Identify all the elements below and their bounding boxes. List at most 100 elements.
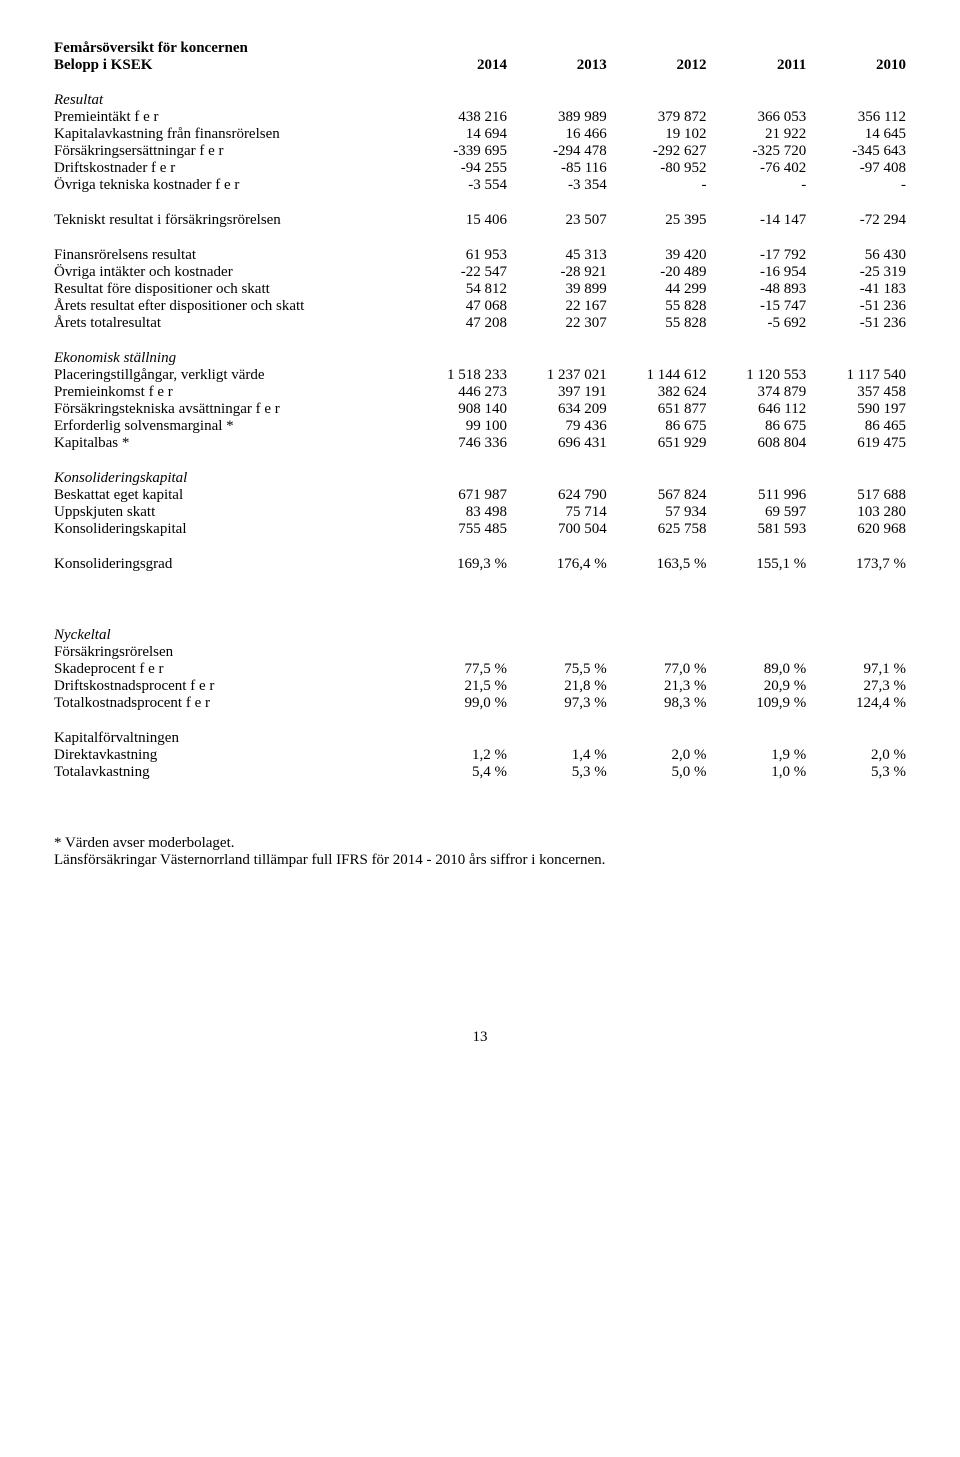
- row-label: Direktavkastning: [50, 747, 411, 764]
- row-label: Övriga tekniska kostnader f e r: [50, 177, 411, 194]
- row-value: 634 209: [511, 401, 611, 418]
- year-header-3: 2011: [710, 57, 810, 74]
- row-value: 54 812: [411, 281, 511, 298]
- row-value: 389 989: [511, 109, 611, 126]
- year-header-0: 2014: [411, 57, 511, 74]
- row-value: 75,5 %: [511, 661, 611, 678]
- row-value: 86 465: [810, 418, 910, 435]
- section-subtitle: Försäkringsrörelsen: [50, 644, 910, 661]
- row-value: -292 627: [611, 143, 711, 160]
- row-label: Konsolideringsgrad: [50, 556, 411, 573]
- row-value: 446 273: [411, 384, 511, 401]
- row-value: 590 197: [810, 401, 910, 418]
- row-value: 39 899: [511, 281, 611, 298]
- row-label: Skadeprocent f e r: [50, 661, 411, 678]
- row-value: 19 102: [611, 126, 711, 143]
- row-value: 397 191: [511, 384, 611, 401]
- row-value: 22 167: [511, 298, 611, 315]
- row-value: 1 120 553: [710, 367, 810, 384]
- row-value: -85 116: [511, 160, 611, 177]
- row-value: 21 922: [710, 126, 810, 143]
- row-value: 5,0 %: [611, 764, 711, 781]
- row-value: 55 828: [611, 298, 711, 315]
- row-value: 619 475: [810, 435, 910, 452]
- row-value: 47 208: [411, 315, 511, 332]
- row-value: 83 498: [411, 504, 511, 521]
- row-label: Försäkringsersättningar f e r: [50, 143, 411, 160]
- footnote: Länsförsäkringar Västernorrland tillämpa…: [50, 852, 910, 869]
- financial-table: Femårsöversikt för koncernenBelopp i KSE…: [50, 40, 910, 869]
- row-value: -76 402: [710, 160, 810, 177]
- row-value: 89,0 %: [710, 661, 810, 678]
- row-value: 176,4 %: [511, 556, 611, 573]
- row-value: 357 458: [810, 384, 910, 401]
- row-value: 16 466: [511, 126, 611, 143]
- row-value: 27,3 %: [810, 678, 910, 695]
- row-value: 155,1 %: [710, 556, 810, 573]
- row-value: 103 280: [810, 504, 910, 521]
- row-value: -: [611, 177, 711, 194]
- row-value: 55 828: [611, 315, 711, 332]
- row-value: 5,3 %: [511, 764, 611, 781]
- row-value: 438 216: [411, 109, 511, 126]
- row-value: 86 675: [710, 418, 810, 435]
- row-value: 23 507: [511, 212, 611, 229]
- row-label: Premieintäkt f e r: [50, 109, 411, 126]
- row-label: Beskattat eget kapital: [50, 487, 411, 504]
- row-label: Finansrörelsens resultat: [50, 247, 411, 264]
- section-title: Konsolideringskapital: [50, 470, 910, 487]
- row-value: 1,2 %: [411, 747, 511, 764]
- row-value: -72 294: [810, 212, 910, 229]
- row-value: 15 406: [411, 212, 511, 229]
- row-value: 124,4 %: [810, 695, 910, 712]
- row-value: 646 112: [710, 401, 810, 418]
- row-value: -339 695: [411, 143, 511, 160]
- row-value: -14 147: [710, 212, 810, 229]
- row-value: 382 624: [611, 384, 711, 401]
- row-value: 5,3 %: [810, 764, 910, 781]
- row-value: 1 144 612: [611, 367, 711, 384]
- row-value: 671 987: [411, 487, 511, 504]
- row-value: 1 237 021: [511, 367, 611, 384]
- row-value: -16 954: [710, 264, 810, 281]
- row-value: 21,5 %: [411, 678, 511, 695]
- row-value: 14 694: [411, 126, 511, 143]
- row-label: Övriga intäkter och kostnader: [50, 264, 411, 281]
- row-value: 22 307: [511, 315, 611, 332]
- row-label: Resultat före dispositioner och skatt: [50, 281, 411, 298]
- row-value: -51 236: [810, 298, 910, 315]
- row-label: Försäkringstekniska avsättningar f e r: [50, 401, 411, 418]
- section-subtitle: Kapitalförvaltningen: [50, 730, 910, 747]
- row-label: Erforderlig solvensmarginal *: [50, 418, 411, 435]
- row-value: 1 518 233: [411, 367, 511, 384]
- row-value: 21,3 %: [611, 678, 711, 695]
- row-value: 98,3 %: [611, 695, 711, 712]
- row-label: Uppskjuten skatt: [50, 504, 411, 521]
- row-value: 1,4 %: [511, 747, 611, 764]
- row-value: -5 692: [710, 315, 810, 332]
- row-value: 75 714: [511, 504, 611, 521]
- section-title: Nyckeltal: [50, 627, 910, 644]
- row-value: 45 313: [511, 247, 611, 264]
- row-label: Konsolideringskapital: [50, 521, 411, 538]
- row-value: -325 720: [710, 143, 810, 160]
- row-value: -17 792: [710, 247, 810, 264]
- row-value: 21,8 %: [511, 678, 611, 695]
- row-value: 746 336: [411, 435, 511, 452]
- row-value: 79 436: [511, 418, 611, 435]
- section-title: Resultat: [50, 92, 910, 109]
- row-value: -41 183: [810, 281, 910, 298]
- row-value: -97 408: [810, 160, 910, 177]
- row-value: -345 643: [810, 143, 910, 160]
- row-value: 99,0 %: [411, 695, 511, 712]
- row-value: 57 934: [611, 504, 711, 521]
- row-value: 624 790: [511, 487, 611, 504]
- row-value: 169,3 %: [411, 556, 511, 573]
- year-header-2: 2012: [611, 57, 711, 74]
- row-value: 755 485: [411, 521, 511, 538]
- row-value: 366 053: [710, 109, 810, 126]
- row-value: 97,1 %: [810, 661, 910, 678]
- row-value: 2,0 %: [611, 747, 711, 764]
- row-value: -80 952: [611, 160, 711, 177]
- row-value: 56 430: [810, 247, 910, 264]
